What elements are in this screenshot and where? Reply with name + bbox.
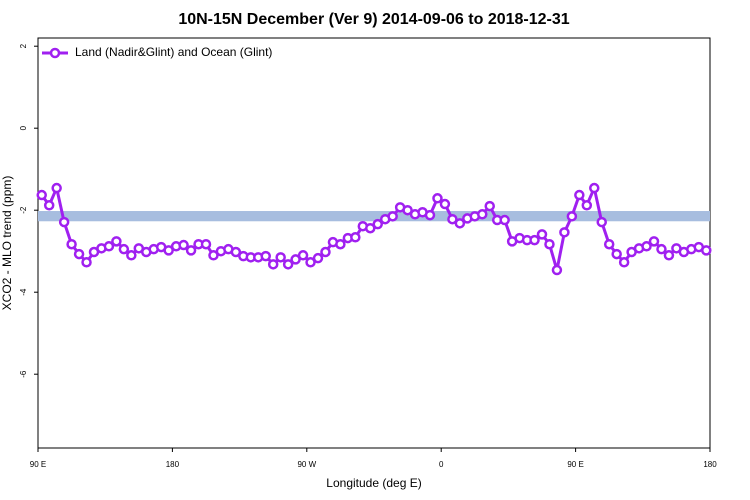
data-point <box>566 211 578 222</box>
data-point <box>424 209 436 221</box>
legend-marker <box>49 47 61 59</box>
data-point <box>260 250 271 262</box>
data-point <box>589 182 600 194</box>
x-tick-label: 90 W <box>297 460 316 469</box>
data-point <box>36 189 47 201</box>
data-point <box>178 239 189 251</box>
data-point <box>648 236 660 247</box>
data-point <box>312 252 324 264</box>
data-point <box>103 241 115 252</box>
data-point <box>267 259 279 270</box>
data-point <box>282 259 294 270</box>
chart-title: 10N-15N December (Ver 9) 2014-09-06 to 2… <box>178 11 569 28</box>
data-point <box>611 248 622 260</box>
y-tick-label: -2 <box>19 206 28 214</box>
y-tick-label: -4 <box>19 288 28 296</box>
data-point <box>320 246 331 258</box>
data-point <box>454 218 466 229</box>
plot-frame <box>37 37 711 449</box>
data-point <box>551 264 563 276</box>
data-point <box>439 198 451 210</box>
data-point <box>701 245 712 256</box>
data-point <box>484 200 495 212</box>
x-tick-label: 180 <box>166 460 180 469</box>
data-point <box>185 245 197 256</box>
data-point <box>230 246 242 258</box>
x-tick-label: 90 E <box>567 460 583 469</box>
data-point <box>118 243 130 255</box>
data-point <box>297 250 309 261</box>
data-point <box>43 200 55 211</box>
y-tick-label: 2 <box>19 43 28 48</box>
data-point <box>574 189 585 201</box>
x-tick-label: 90 E <box>30 460 46 469</box>
data-point <box>372 218 383 230</box>
data-point <box>51 182 62 194</box>
data-point <box>596 216 607 228</box>
data-point <box>208 250 219 261</box>
data-point <box>559 227 570 238</box>
data-point <box>81 257 92 268</box>
data-point <box>73 248 85 260</box>
data-point <box>447 213 458 225</box>
y-axis-label: XCO2 - MLO trend (ppm) <box>0 176 14 311</box>
x-tick-label: 0 <box>439 460 444 469</box>
data-point <box>58 216 70 228</box>
data-point <box>641 241 652 252</box>
reference-band <box>38 211 710 222</box>
data-point <box>529 234 540 246</box>
data-point <box>305 257 316 268</box>
data-point <box>618 257 630 268</box>
data-point <box>275 252 286 263</box>
data-point <box>432 193 443 204</box>
data-point <box>66 238 77 250</box>
data-point <box>126 250 137 261</box>
data-point <box>663 250 675 261</box>
data-point <box>111 236 122 247</box>
data-point <box>200 238 212 250</box>
data-point <box>290 254 301 265</box>
x-axis-label: Longitude (deg E) <box>326 476 421 490</box>
data-point <box>536 229 548 240</box>
data-point <box>365 222 376 234</box>
data-point <box>581 200 593 211</box>
data-point <box>163 245 174 256</box>
data-point <box>656 243 667 255</box>
data-point <box>387 211 398 222</box>
data-point <box>603 238 615 250</box>
data-point <box>402 204 413 216</box>
data-point <box>544 238 555 250</box>
data-point <box>350 232 361 243</box>
legend-text: Land (Nadir&Glint) and Ocean (Glint) <box>75 45 272 59</box>
x-tick-label: 180 <box>703 460 717 469</box>
data-point <box>499 214 510 226</box>
y-tick-label: 0 <box>19 125 28 130</box>
data-point <box>335 238 346 250</box>
data-point <box>477 209 488 220</box>
y-tick-label: -6 <box>19 370 28 378</box>
